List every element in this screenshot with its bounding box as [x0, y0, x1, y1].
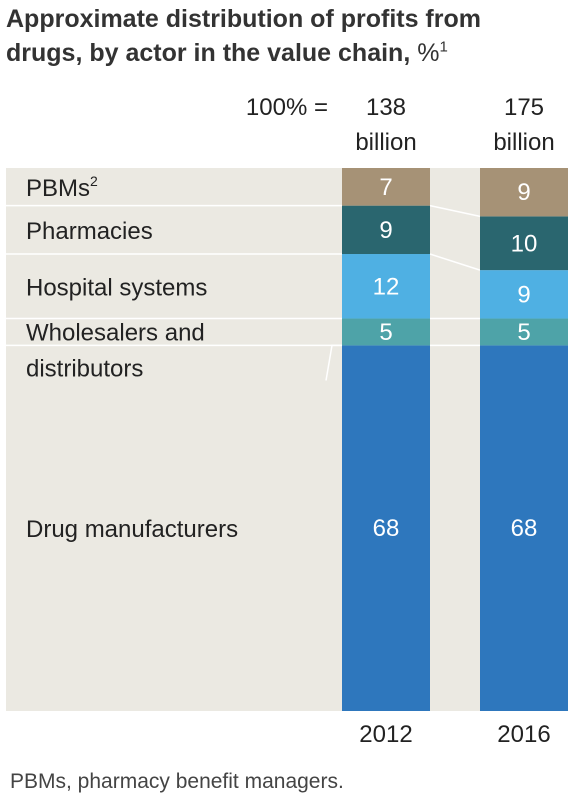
band-pbms: [6, 168, 342, 206]
band-drug-manufacturers: [6, 345, 342, 711]
category-label-2012: 2012: [359, 721, 412, 748]
series-label-wholesalers-and-distributors-line-2: distributors: [26, 356, 143, 383]
bar-segment-2012-wholesalers-and-distributors: [342, 318, 430, 346]
bar-segment-2012-pharmacies: [342, 205, 430, 255]
bar-segment-2012-hospital-systems: [342, 254, 430, 319]
connector-pharmacies: [429, 204, 481, 218]
series-label-drug-manufacturers: Drug manufacturers: [26, 516, 238, 543]
total-unit-2016: billion: [493, 129, 554, 156]
band-between-bars: [430, 168, 480, 711]
chart-title: Approximate distribution of profits from…: [6, 2, 576, 70]
bar-segment-2016-drug-manufacturers: [480, 345, 568, 711]
stacked-bar-chart: 68 5 12 9 7 2012 138 billion 68 5 9 10 9 2016 175 billi…: [6, 94, 568, 748]
series-label-pbms-footnote-marker: 2: [90, 173, 98, 189]
bar-segment-2012-drug-manufacturers: [342, 345, 430, 711]
bar-segment-2012-pbms: [342, 168, 430, 206]
total-row-label: 100% =: [246, 94, 328, 121]
footnote: PBMs, pharmacy benefit managers.: [10, 770, 344, 793]
leader-line-wholesalers-and-distributors: [325, 344, 342, 381]
value-label-2012-pbms: 7: [379, 174, 392, 201]
series-label-pharmacies: Pharmacies: [26, 218, 153, 245]
bar-segment-2016-wholesalers-and-distributors: [480, 318, 568, 346]
chart-title-footnote-marker: 1: [439, 38, 448, 56]
chart-title-unit: %: [417, 39, 440, 67]
value-label-2012-hospital-systems: 12: [373, 273, 400, 300]
value-label-2016-hospital-systems: 9: [517, 281, 530, 308]
value-label-2012-pharmacies: 9: [379, 217, 392, 244]
chart-title-line-2-text: drugs, by actor in the value chain,: [6, 39, 411, 67]
bar-segment-2016-pbms: [480, 168, 568, 217]
value-label-2016-drug-manufacturers: 68: [511, 515, 538, 542]
category-label-2016: 2016: [497, 721, 550, 748]
value-label-2012-drug-manufacturers: 68: [373, 515, 400, 542]
value-label-2016-pharmacies: 10: [511, 230, 538, 257]
band-pharmacies: [6, 205, 342, 255]
bar-segment-2016-pharmacies: [480, 216, 568, 271]
chart-title-line-2: drugs, by actor in the value chain, %1: [6, 36, 576, 70]
value-label-2012-wholesalers-and-distributors: 5: [379, 319, 392, 346]
value-label-2016-wholesalers-and-distributors: 5: [517, 319, 530, 346]
series-label-hospital-systems: Hospital systems: [26, 274, 207, 301]
band-hospital-systems: [6, 254, 342, 319]
chart-title-line-1: Approximate distribution of profits from: [6, 5, 481, 33]
connector-hospital-systems: [429, 253, 481, 271]
bar-segment-2016-hospital-systems: [480, 270, 568, 319]
series-label-pbms: PBMs2: [26, 173, 98, 202]
value-label-2016-pbms: 9: [517, 179, 530, 206]
series-label-wholesalers-and-distributors-line-1: Wholesalers and: [26, 320, 205, 347]
total-amount-2016: 175: [504, 94, 544, 121]
total-amount-2012: 138: [366, 94, 406, 121]
total-unit-2012: billion: [355, 129, 416, 156]
band-wholesalers-and-distributors: [6, 318, 342, 346]
